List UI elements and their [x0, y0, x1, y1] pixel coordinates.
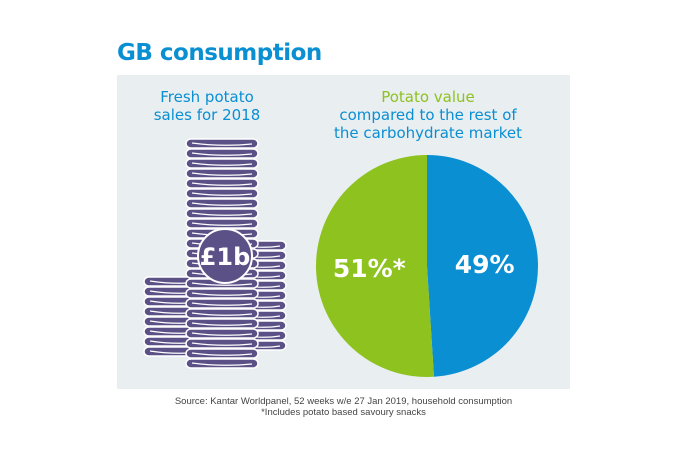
coin-edge	[191, 182, 253, 186]
coin	[185, 358, 259, 369]
coin-edge	[191, 302, 253, 306]
coin-edge	[191, 202, 253, 206]
coin-edge	[191, 312, 253, 316]
source-note: Source: Kantar Worldpanel, 52 weeks w/e …	[117, 396, 570, 418]
coin	[185, 218, 259, 229]
coin	[185, 328, 259, 339]
coin-edge	[191, 212, 253, 216]
source-line: Source: Kantar Worldpanel, 52 weeks w/e …	[174, 396, 513, 407]
coin-edge	[191, 342, 253, 346]
coin-badge: £1b	[197, 228, 253, 284]
pie-slice-potato	[427, 155, 539, 377]
coin	[185, 188, 259, 199]
coin	[185, 198, 259, 209]
coin-edge	[191, 172, 253, 176]
coin-edge	[191, 362, 253, 366]
coin	[185, 138, 259, 149]
coin	[185, 348, 259, 359]
coin-edge	[191, 282, 253, 286]
slice-label-potato: 49%	[455, 250, 515, 279]
sales-label: Fresh potato sales for 2018	[117, 88, 297, 124]
coin	[185, 208, 259, 219]
coin-edge	[191, 142, 253, 146]
coin	[185, 288, 259, 299]
coin-value: £1b	[200, 243, 251, 271]
coin-edge	[191, 152, 253, 156]
coin-edge	[191, 222, 253, 226]
coin-edge	[191, 322, 253, 326]
sales-label-line: Fresh potato	[160, 88, 254, 106]
coin-edge	[191, 162, 253, 166]
coin-edge	[191, 352, 253, 356]
pie-chart	[316, 155, 539, 377]
coin	[185, 318, 259, 329]
pie-label-line: Potato value	[381, 88, 475, 106]
pie-label-line: the carbohydrate market	[333, 124, 523, 142]
coin	[185, 308, 259, 319]
coin	[185, 298, 259, 309]
slice-label-rest: 51%*	[333, 254, 406, 283]
coin	[185, 178, 259, 189]
pie-label: Potato value compared to the rest of the…	[320, 88, 536, 142]
coin	[185, 158, 259, 169]
pie-slice-rest	[316, 155, 434, 377]
footnote-line: *Includes potato based savoury snacks	[261, 407, 426, 418]
coin-edge	[191, 292, 253, 296]
coin	[185, 338, 259, 349]
coin-edge	[191, 192, 253, 196]
sales-label-line: sales for 2018	[153, 106, 261, 124]
coin	[185, 168, 259, 179]
pie-label-line: compared to the rest of	[339, 106, 517, 124]
coin	[185, 148, 259, 159]
page-title: GB consumption	[117, 40, 322, 66]
coin-edge	[191, 332, 253, 336]
